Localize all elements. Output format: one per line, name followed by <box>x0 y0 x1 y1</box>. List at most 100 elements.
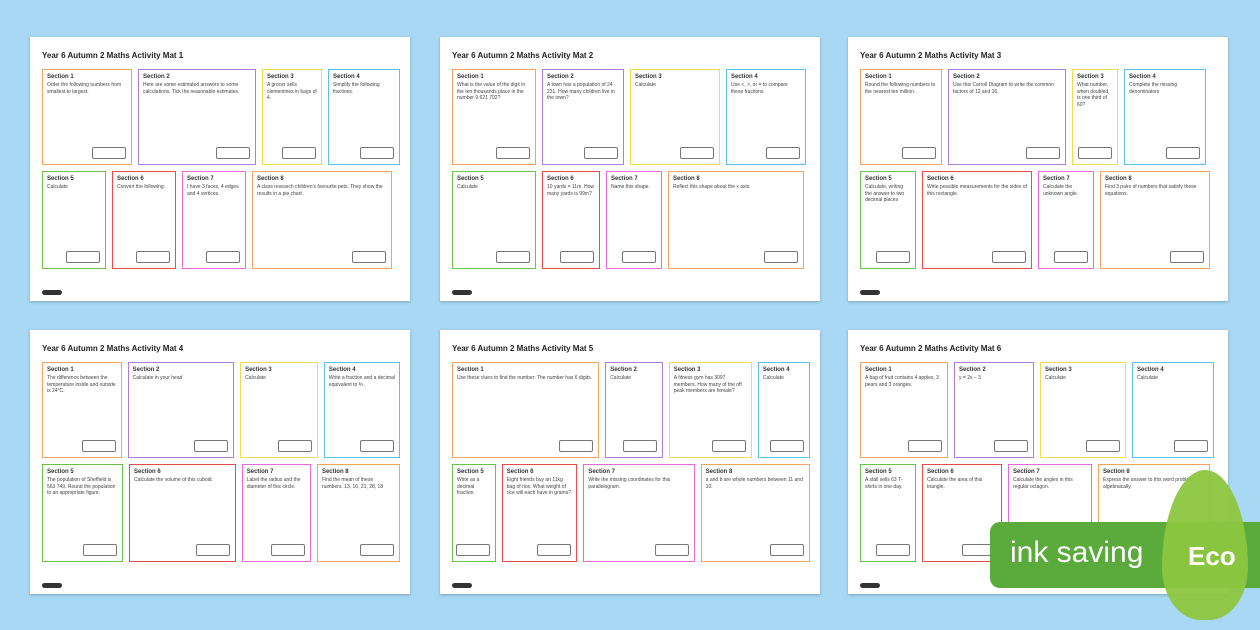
section: Section 5 Calculate, writing the answer t… <box>860 171 916 269</box>
answer-box <box>1174 440 1208 452</box>
section-label: Section 2 <box>143 74 170 80</box>
section-label: Section 1 <box>457 367 484 373</box>
section-label: Section 1 <box>865 74 892 80</box>
answer-box <box>680 147 714 159</box>
answer-box <box>908 440 942 452</box>
section-label: Section 6 <box>117 176 144 182</box>
answer-box <box>764 251 798 263</box>
section-row: Section 5 Calculate, writing the answer t… <box>860 171 1218 269</box>
section-label: Section 5 <box>457 176 484 182</box>
section-row: Section 5 Write as a decimal fraction. Sec… <box>452 464 811 562</box>
section: Section 4 Calculate <box>757 362 810 458</box>
section-label: Section 8 <box>1105 176 1132 182</box>
section-label: Section 2 <box>959 367 986 373</box>
section: Section 6 Calculate the area of this tria… <box>922 464 1002 562</box>
section-text: Write a fraction and a decimal equivalen… <box>328 375 395 388</box>
section: Section 8 Reflect this shape about the x … <box>668 171 804 269</box>
section: Section 8 a and b are whole numbers betwe… <box>700 464 811 562</box>
section-text: Calculate <box>762 375 784 381</box>
section-label: Section 7 <box>187 176 214 182</box>
section-text: Eight friends buy an 11kg bag of rice. W… <box>506 477 571 496</box>
section-row: Section 1 What is the value of the digit … <box>452 69 810 165</box>
section: Section 2 y = 2x − 3 <box>954 362 1034 458</box>
section-text: Calculate <box>457 184 478 190</box>
answer-box <box>711 440 746 452</box>
section: Section 1 Round the following numbers to … <box>860 69 942 165</box>
activity-mat: Year 6 Autumn 2 Maths Activity Mat 3 Sect… <box>848 37 1228 301</box>
section-text: Calculate the volume of this cuboid. <box>134 477 213 483</box>
section-text: A fitness gym has 3097 members. How many… <box>673 375 742 394</box>
answer-box <box>766 147 800 159</box>
section-label: Section 1 <box>865 367 892 373</box>
logo <box>452 583 472 588</box>
section-label: Section 5 <box>47 176 74 182</box>
section: Section 8 A class research children's fav… <box>252 171 392 269</box>
section-text: I have 3 faces, 4 edges and 4 vertices. <box>187 184 239 197</box>
answer-box <box>876 544 910 556</box>
section-text: Find the mean of these numbers. 13, 16, … <box>321 477 384 490</box>
section-text: Here are some estimated answers to some … <box>143 82 240 95</box>
section-row: Section 5 Calculate Section 6 10 yards = 11… <box>452 171 810 269</box>
section: Section 3 Calculate <box>240 362 318 458</box>
answer-box <box>270 544 305 556</box>
section: Section 8 Find the mean of these numbers.… <box>316 464 400 562</box>
mat-title: Year 6 Autumn 2 Maths Activity Mat 3 <box>860 51 1002 60</box>
logo <box>42 290 62 295</box>
section-label: Section 8 <box>1103 469 1130 475</box>
section-label: Section 3 <box>1045 367 1072 373</box>
section-label: Section 4 <box>1129 74 1156 80</box>
section-text: The population of Sheffield is 563 749. … <box>47 477 116 496</box>
answer-box <box>992 251 1026 263</box>
section-text: Reflect this shape about the x axis. <box>673 184 751 190</box>
answer-box <box>360 147 394 159</box>
answer-box <box>206 251 240 263</box>
section-row: Section 1 Order the following numbers fro… <box>42 69 400 165</box>
section: Section 6 Calculate the volume of this cu… <box>129 464 236 562</box>
section-label: Section 8 <box>673 176 700 182</box>
answer-box <box>359 544 394 556</box>
section-label: Section 5 <box>865 176 892 182</box>
answer-box <box>66 251 100 263</box>
section-text: Calculate <box>1045 375 1066 381</box>
answer-box <box>1026 147 1060 159</box>
section-text: Write possible measurements for the side… <box>927 184 1027 197</box>
mat-title: Year 6 Autumn 2 Maths Activity Mat 1 <box>42 51 184 60</box>
answer-box <box>902 147 936 159</box>
section-label: Section 4 <box>1137 367 1164 373</box>
section: Section 3 A fitness gym has 3097 members.… <box>668 362 752 458</box>
answer-box <box>1078 147 1112 159</box>
section-text: Write the missing coordinates for this p… <box>588 477 671 490</box>
section: Section 3 Calculate <box>630 69 720 165</box>
section: Section 4 Write a fraction and a decimal … <box>323 362 400 458</box>
section-label: Section 7 <box>1013 469 1040 475</box>
answer-box <box>216 147 250 159</box>
section-text: The difference between the temperature i… <box>47 375 116 394</box>
answer-box <box>559 440 594 452</box>
activity-mat: Year 6 Autumn 2 Maths Activity Mat 5 Sect… <box>440 330 820 594</box>
answer-box <box>136 251 170 263</box>
section-row: Section 5 The population of Sheffield is … <box>42 464 400 562</box>
section-text: Calculate the angles in this regular oct… <box>1013 477 1073 490</box>
section: Section 7 Name this shape. <box>606 171 662 269</box>
eco-leaf <box>1162 470 1248 620</box>
answer-box <box>194 440 229 452</box>
badge-text: ink saving <box>1010 536 1144 569</box>
section-text: Calculate in your head <box>132 375 183 381</box>
section-text: Calculate <box>47 184 68 190</box>
section: Section 5 The population of Sheffield is … <box>42 464 124 562</box>
section-label: Section 2 <box>132 367 160 373</box>
section: Section 5 Write as a decimal fraction. <box>452 464 496 562</box>
section-label: Section 2 <box>953 74 980 80</box>
answer-box <box>876 251 910 263</box>
logo <box>860 290 880 295</box>
section-text: Label the radius and the diameter of thi… <box>246 477 301 490</box>
section: Section 7 I have 3 faces, 4 edges and 4 v… <box>182 171 246 269</box>
section-text: Calculate <box>245 375 266 381</box>
section-text: Convert the following: <box>117 184 166 190</box>
answer-box <box>92 147 126 159</box>
section-row: Section 1 The difference between the temp… <box>42 362 400 458</box>
answer-box <box>496 251 530 263</box>
logo <box>452 290 472 295</box>
section-label: Section 8 <box>705 469 733 475</box>
